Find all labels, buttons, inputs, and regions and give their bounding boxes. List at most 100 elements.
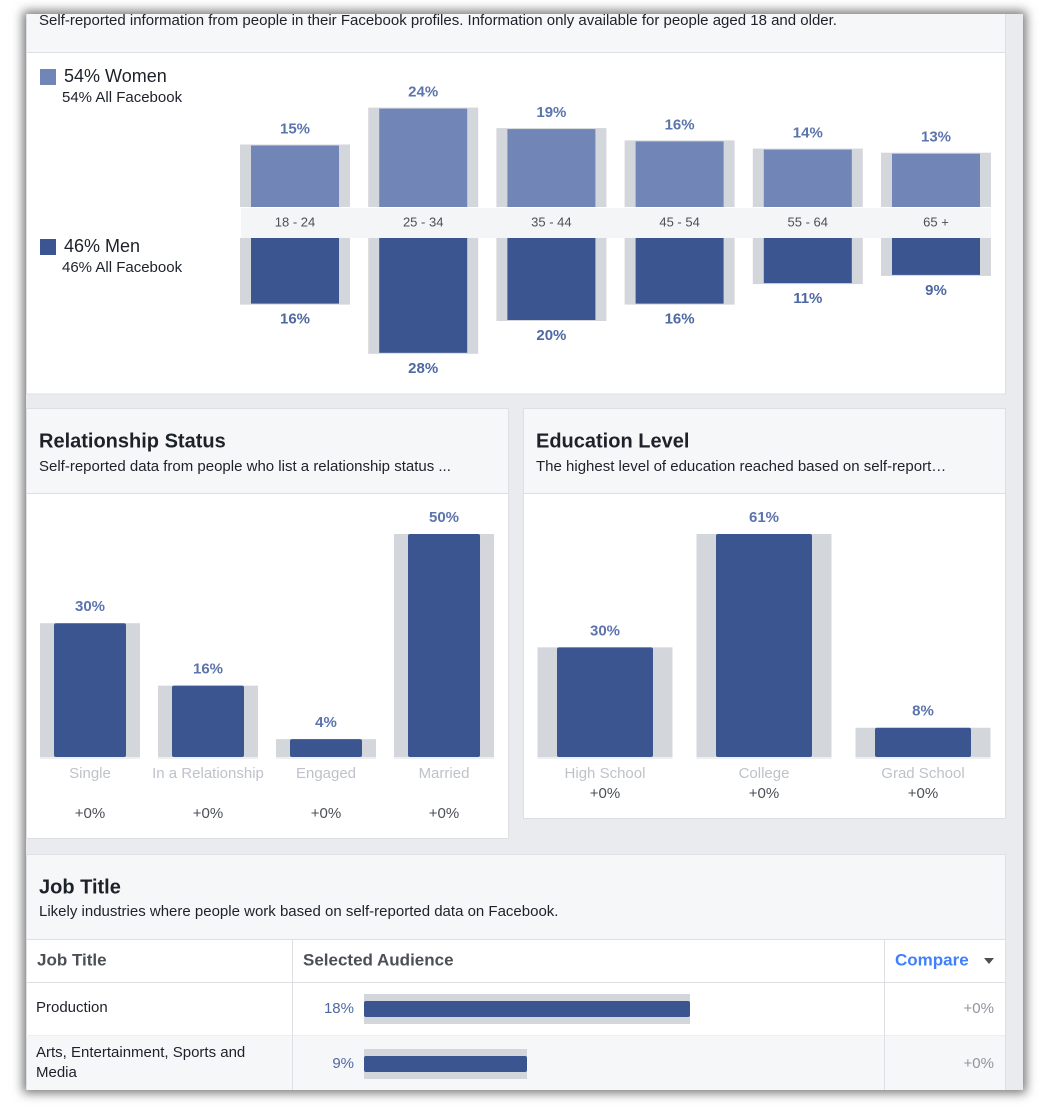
panel-subtitle: Likely industries where people work base… (39, 903, 558, 920)
bar (54, 623, 126, 757)
bar (251, 238, 339, 304)
bar (379, 238, 468, 353)
category-label-box: Engaged (295, 765, 357, 782)
category-label: High School (564, 765, 646, 782)
category-label-box: High School (564, 765, 646, 782)
value-label: 15% (280, 120, 310, 137)
bar (716, 534, 812, 757)
change-label: +0% (908, 785, 938, 802)
panel-subtitle: Self-reported data from people who list … (39, 458, 451, 475)
category-label-box: Married (418, 765, 470, 782)
value-label: 28% (408, 360, 438, 377)
column-header: Job Title (37, 950, 107, 969)
row-label: Production (36, 999, 108, 1016)
category-label: In a Relationship (152, 765, 264, 782)
age-label: 65 + (923, 214, 949, 229)
age-label: 55 - 64 (788, 214, 828, 229)
value-label: 18% (324, 1000, 354, 1017)
legend-benchmark: 46% All Facebook (62, 259, 183, 276)
category-label-box: College (738, 765, 790, 782)
bar (892, 153, 980, 207)
bar (635, 141, 724, 207)
value-label: 16% (193, 661, 223, 678)
bar (408, 534, 480, 757)
legend-benchmark: 54% All Facebook (62, 89, 183, 106)
value-label: 50% (429, 509, 459, 526)
bar (557, 647, 653, 757)
age-label: 25 - 34 (403, 214, 443, 229)
bar (379, 108, 468, 207)
row-label-box: Arts, Entertainment, Sports and Media (36, 1044, 246, 1081)
row-label: Arts, Entertainment, Sports and Media (36, 1044, 246, 1081)
change-label: +0% (311, 805, 341, 822)
bar (172, 685, 244, 757)
legend-label: 46% Men (64, 236, 140, 256)
change-label: +0% (590, 785, 620, 802)
legend-label: 54% Women (64, 66, 167, 86)
panel-title: Relationship Status (39, 430, 226, 452)
category-label: Grad School (881, 765, 965, 782)
compare-dropdown[interactable]: Compare (895, 950, 969, 969)
bar (507, 238, 596, 320)
bar (892, 238, 980, 275)
value-label: 4% (315, 714, 337, 731)
value-label: 9% (332, 1055, 354, 1072)
legend-swatch (40, 239, 56, 255)
value-label: 30% (75, 598, 105, 615)
change-label: +0% (429, 805, 459, 822)
bar (364, 1001, 690, 1017)
age-band (241, 208, 991, 238)
panel-subtitle: Self-reported information from people in… (39, 12, 837, 29)
legend-swatch (40, 69, 56, 85)
bar (635, 238, 724, 304)
value-label: 16% (280, 311, 310, 328)
bar (763, 149, 852, 207)
change-label: +0% (75, 805, 105, 822)
category-label: College (738, 765, 790, 782)
row-label-box: Production (36, 999, 108, 1016)
value-label: 20% (536, 327, 566, 344)
bar (364, 1056, 527, 1072)
value-label: 61% (749, 509, 779, 526)
change-label: +0% (964, 1055, 994, 1072)
bar (763, 238, 852, 284)
change-label: +0% (193, 805, 223, 822)
category-label-box: In a Relationship (152, 765, 264, 782)
panel-subtitle: The highest level of education reached b… (536, 458, 946, 475)
change-label: +0% (749, 785, 779, 802)
value-label: 11% (793, 290, 822, 307)
age-label: 18 - 24 (275, 214, 315, 229)
value-label: 14% (793, 125, 823, 142)
value-label: 13% (921, 129, 951, 146)
value-label: 19% (536, 104, 566, 121)
column-header: Selected Audience (303, 950, 454, 969)
panel-header (27, 855, 1005, 939)
panel-header (524, 409, 1005, 493)
panel-title: Education Level (536, 430, 689, 452)
bar (875, 727, 971, 757)
age-label: 35 - 44 (531, 214, 571, 229)
age-label: 45 - 54 (659, 214, 699, 229)
bar (507, 129, 596, 207)
value-label: 30% (590, 622, 620, 639)
panel-title: Job Title (39, 876, 121, 898)
value-label: 16% (665, 116, 695, 133)
value-label: 8% (912, 703, 934, 720)
value-label: 24% (408, 84, 438, 101)
value-label: 9% (925, 282, 947, 299)
bar (251, 145, 339, 207)
category-label: Single (69, 765, 111, 782)
panel-header (27, 409, 508, 493)
category-label-box: Grad School (881, 765, 965, 782)
content: Self-reported information from people in… (26, 12, 1006, 1090)
dropdown-caret[interactable] (984, 958, 994, 964)
category-label: Engaged (295, 765, 357, 782)
category-label-box: Single (69, 765, 111, 782)
value-label: 16% (665, 311, 695, 328)
category-label: Married (418, 765, 470, 782)
bar (290, 739, 362, 757)
change-label: +0% (964, 1000, 994, 1017)
panel-header (27, 14, 1005, 52)
